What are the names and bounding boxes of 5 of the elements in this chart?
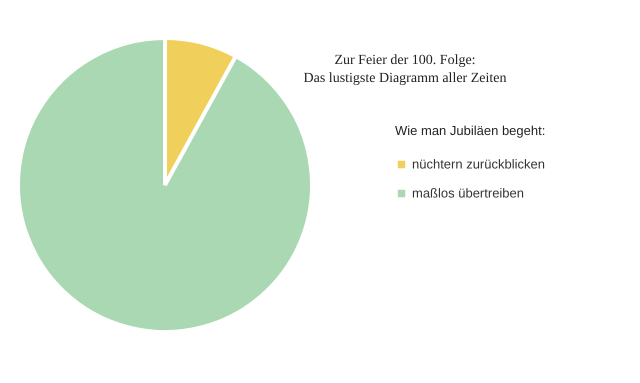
text: Zur Feier der 100. Folge: [334,53,476,68]
legend-label: maßlos übertreiben [412,186,524,200]
text: Das lustigste Diagramm aller Zeiten [304,71,506,86]
legend-title: Wie man Jubiläen begeht: [395,123,546,138]
legend-label: nüchtern zurückblicken [412,156,545,172]
